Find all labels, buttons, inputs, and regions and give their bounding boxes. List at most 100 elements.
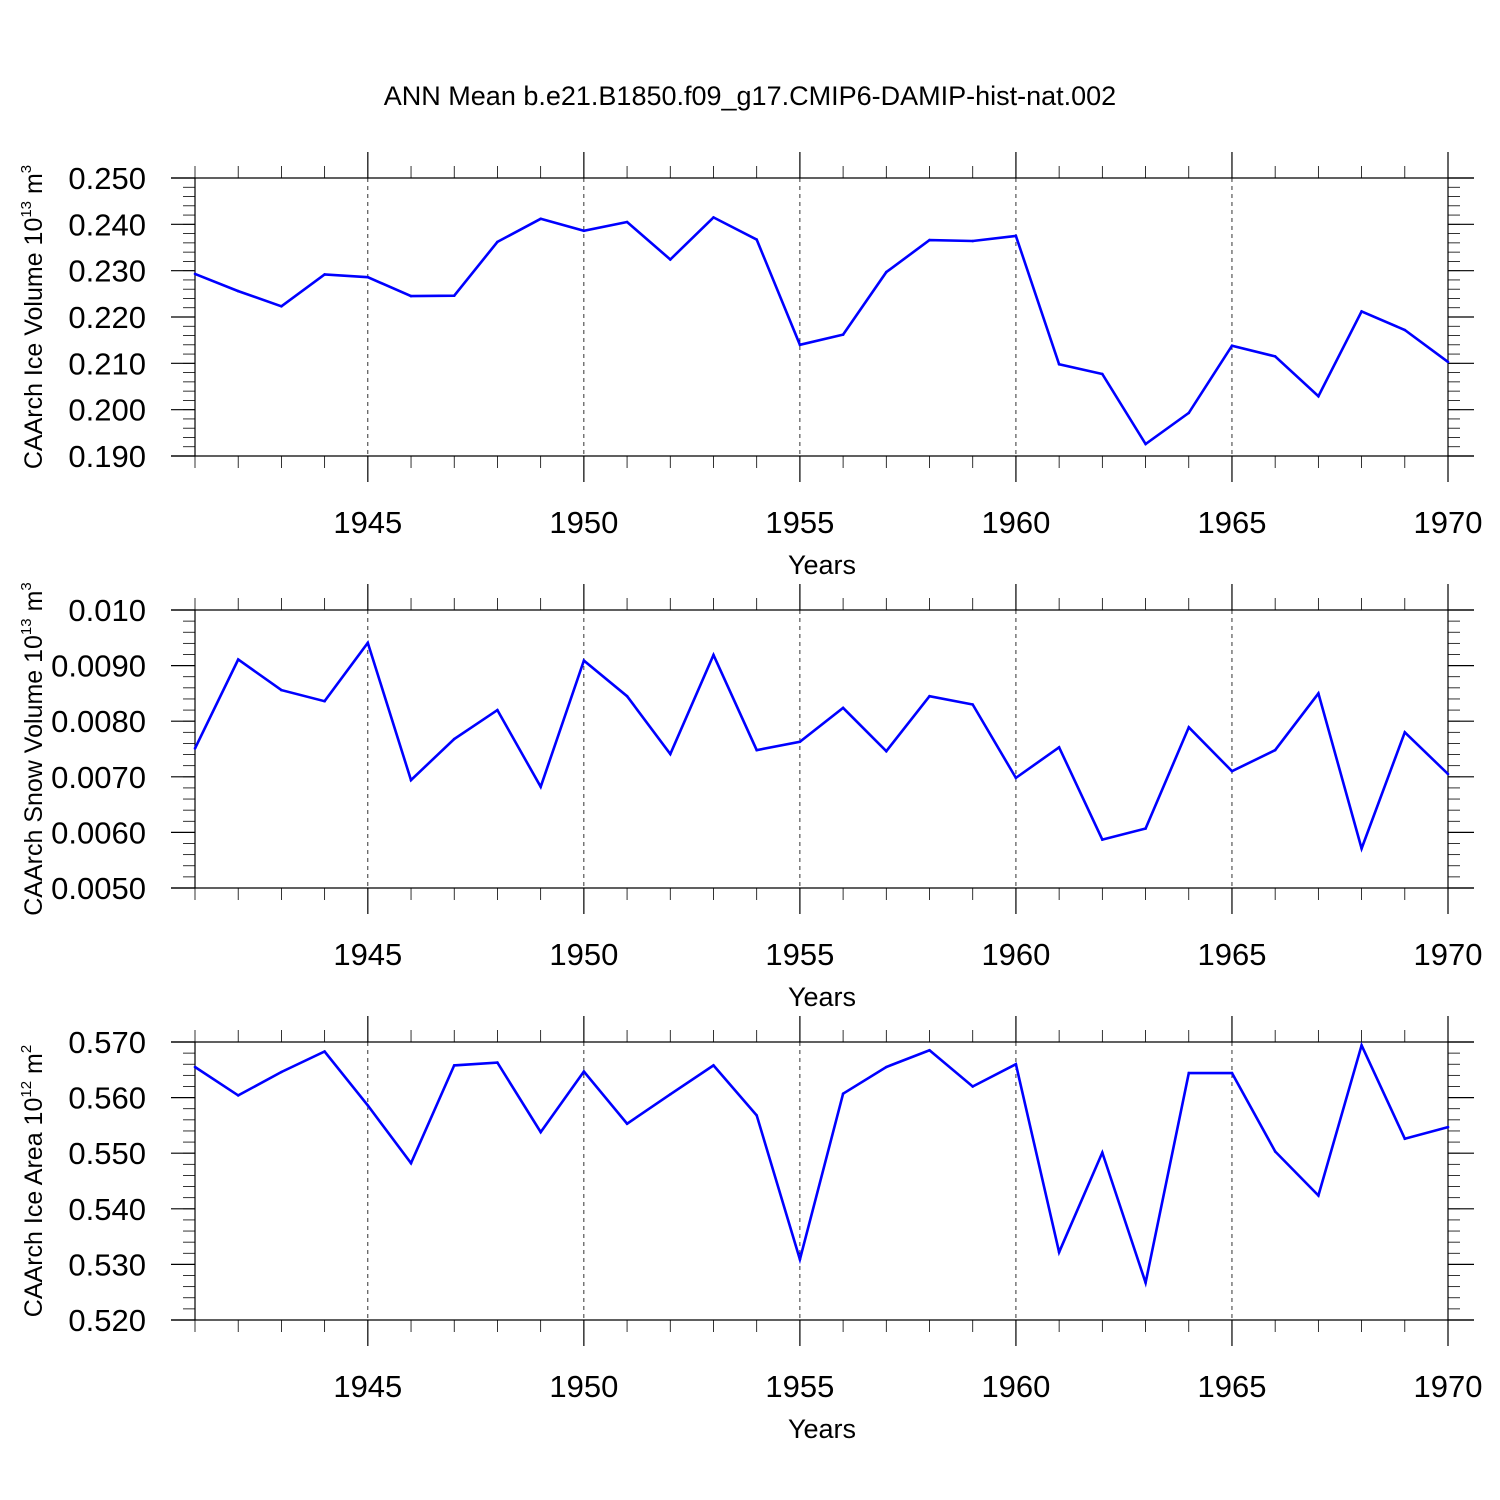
data-point bbox=[539, 1130, 542, 1134]
data-point bbox=[971, 1085, 974, 1088]
x-tick-label: 1965 bbox=[1197, 505, 1266, 540]
y-tick-label: 0.010 bbox=[68, 593, 146, 628]
figure-title: ANN Mean b.e21.B1850.f09_g17.CMIP6-DAMIP… bbox=[384, 81, 1116, 111]
data-point bbox=[236, 289, 240, 293]
data-point bbox=[1446, 1125, 1450, 1129]
y-tick-label: 0.200 bbox=[68, 393, 146, 428]
data-point bbox=[366, 641, 370, 645]
data-point bbox=[280, 1070, 283, 1074]
x-tick-label: 1945 bbox=[333, 937, 402, 972]
data-point bbox=[625, 694, 629, 698]
data-point bbox=[496, 708, 499, 712]
data-point bbox=[1446, 772, 1450, 776]
data-point bbox=[1360, 847, 1363, 850]
data-point bbox=[1014, 776, 1018, 780]
data-point bbox=[496, 1061, 499, 1064]
y-tick-label: 0.190 bbox=[68, 439, 146, 474]
y-tick-label: 0.560 bbox=[68, 1081, 146, 1116]
x-tick-label: 1955 bbox=[765, 937, 834, 972]
data-point bbox=[409, 294, 413, 298]
data-point bbox=[1144, 827, 1147, 830]
data-point bbox=[582, 1070, 586, 1073]
x-axis-label: Years bbox=[788, 982, 856, 1012]
data-point bbox=[1317, 1194, 1320, 1197]
y-tick-label: 0.230 bbox=[68, 254, 146, 289]
data-point bbox=[1230, 344, 1234, 348]
data-point bbox=[193, 272, 197, 276]
data-point bbox=[669, 1093, 672, 1096]
data-point bbox=[452, 737, 456, 741]
data-point bbox=[539, 785, 542, 789]
data-point bbox=[582, 659, 586, 662]
data-point bbox=[798, 740, 802, 744]
data-point bbox=[1187, 411, 1191, 415]
y-tick-label: 0.210 bbox=[68, 346, 146, 381]
data-point bbox=[1360, 310, 1363, 313]
x-tick-label: 1960 bbox=[981, 937, 1050, 972]
data-point bbox=[669, 752, 672, 756]
y-tick-label: 0.240 bbox=[68, 207, 146, 242]
series-line bbox=[193, 639, 1449, 853]
data-point bbox=[841, 1092, 845, 1095]
x-tick-label: 1960 bbox=[981, 505, 1050, 540]
data-point bbox=[755, 748, 758, 752]
panel-3: 0.520 0.530 0.540 0.550 0.560 0.570 1945 1950 19… bbox=[18, 1016, 1482, 1444]
data-point bbox=[1057, 746, 1061, 749]
x-tick-label: 1970 bbox=[1414, 1369, 1483, 1404]
data-point bbox=[712, 216, 715, 219]
x-tick-label: 1970 bbox=[1414, 937, 1483, 972]
x-tick-label: 1970 bbox=[1414, 505, 1483, 540]
data-point bbox=[1273, 355, 1277, 358]
data-point bbox=[1144, 442, 1147, 446]
y-tick-label: 0.0090 bbox=[51, 649, 146, 684]
y-tick-label: 0.0060 bbox=[51, 815, 146, 850]
data-point bbox=[539, 217, 542, 221]
data-point bbox=[323, 273, 326, 276]
x-tick-label: 1965 bbox=[1197, 1369, 1266, 1404]
data-point bbox=[193, 747, 197, 750]
data-point bbox=[798, 343, 802, 347]
data-point bbox=[928, 694, 931, 698]
x-tick-label: 1945 bbox=[333, 1369, 402, 1404]
data-point bbox=[625, 1122, 629, 1125]
data-point bbox=[452, 1064, 456, 1067]
y-tick-label: 0.220 bbox=[68, 300, 146, 335]
data-point bbox=[625, 220, 629, 224]
data-point bbox=[1101, 372, 1104, 376]
data-point bbox=[323, 699, 326, 703]
data-point bbox=[1057, 1250, 1061, 1254]
data-point bbox=[1403, 1137, 1407, 1140]
data-point bbox=[1273, 1150, 1277, 1153]
data-point bbox=[1014, 1062, 1018, 1066]
data-point bbox=[928, 1049, 931, 1052]
y-axis-label: CAArch Ice Area 1012 m2 bbox=[18, 1045, 48, 1317]
y-tick-label: 0.530 bbox=[68, 1247, 146, 1282]
y-tick-label: 0.550 bbox=[68, 1136, 146, 1171]
data-point bbox=[1317, 394, 1320, 398]
data-point bbox=[712, 653, 715, 657]
data-point bbox=[755, 1114, 758, 1117]
data-point bbox=[409, 778, 413, 782]
data-point bbox=[885, 749, 888, 753]
data-point bbox=[798, 1258, 802, 1261]
data-point bbox=[712, 1064, 715, 1067]
data-point bbox=[366, 275, 370, 279]
x-axis-label: Years bbox=[788, 550, 856, 580]
x-tick-label: 1955 bbox=[765, 505, 834, 540]
data-point bbox=[1101, 838, 1104, 841]
data-point bbox=[280, 305, 283, 308]
x-tick-label: 1955 bbox=[765, 1369, 834, 1404]
data-point bbox=[928, 238, 931, 242]
data-point bbox=[1446, 360, 1450, 364]
y-axis-label: CAArch Snow Volume 1013 m3 bbox=[18, 582, 48, 916]
y-tick-label: 0.540 bbox=[68, 1192, 146, 1227]
x-tick-label: 1945 bbox=[333, 505, 402, 540]
data-point bbox=[496, 240, 499, 244]
data-point bbox=[885, 1065, 888, 1069]
data-point bbox=[1187, 726, 1191, 729]
data-point bbox=[1230, 1071, 1234, 1075]
data-point bbox=[1360, 1044, 1363, 1047]
y-tick-label: 0.0070 bbox=[51, 760, 146, 795]
data-point bbox=[366, 1104, 370, 1107]
